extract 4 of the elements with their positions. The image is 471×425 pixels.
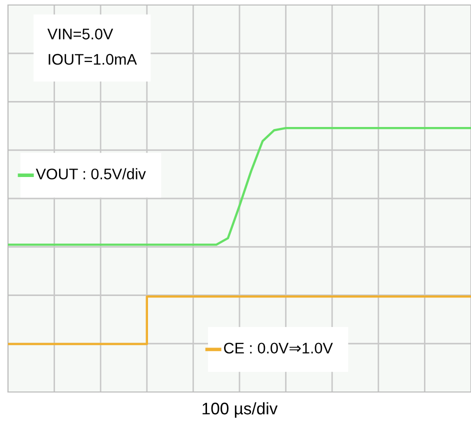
legend-label: VOUT : 0.5V/div — [36, 168, 146, 180]
legend-label: CE : 0.0V⇒1.0V — [224, 342, 333, 354]
text: VIN=5.0V IOUT=1.0mA — [47, 28, 137, 65]
x-axis-title: 100 µs/div — [202, 402, 278, 418]
